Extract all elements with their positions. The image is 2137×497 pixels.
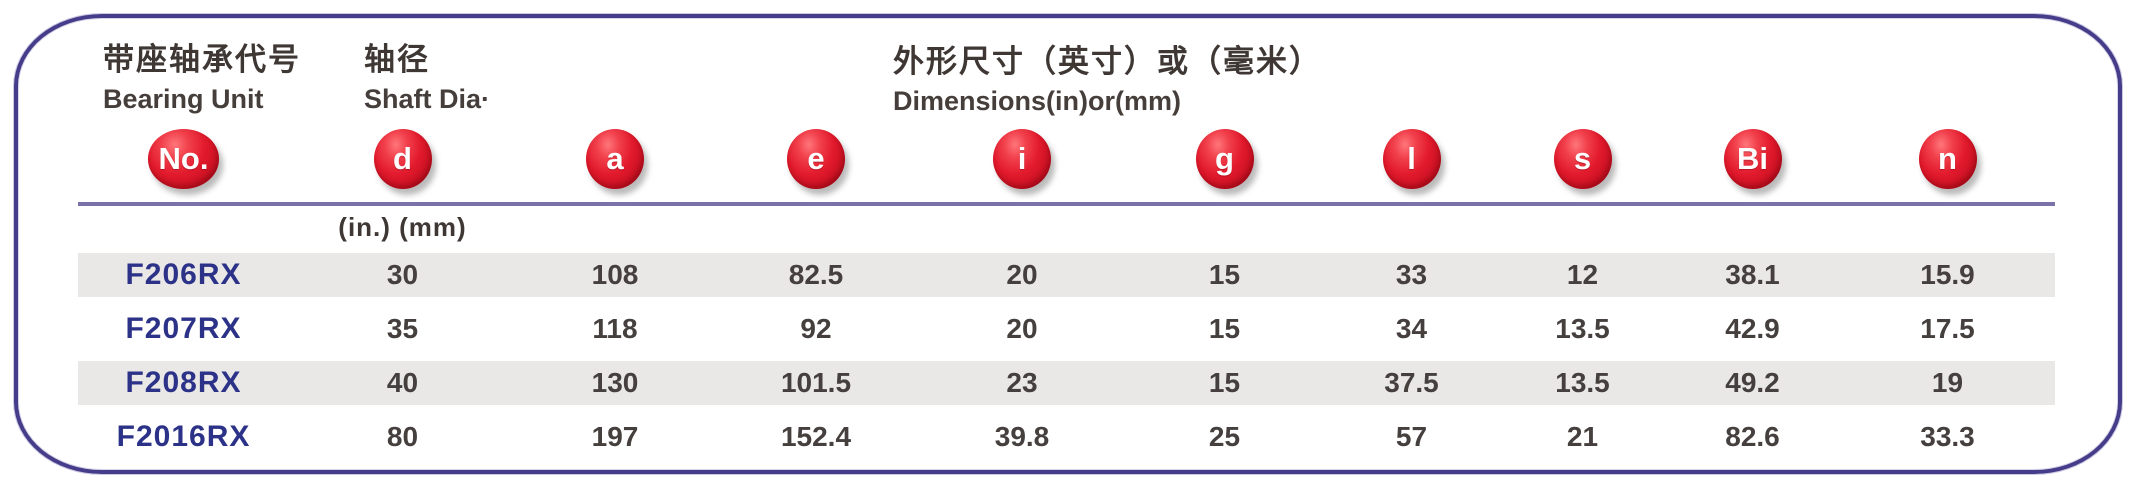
units-label: (in.) (mm) xyxy=(338,211,467,242)
cell-e: 152.4 xyxy=(780,421,852,452)
cell-i: 39.8 xyxy=(994,421,1050,452)
column-badge-n: n xyxy=(1918,129,1977,189)
header-dimensions: 外形尺寸（英寸）或（毫米） Dimensions(in)or(mm) xyxy=(893,36,1322,117)
bearing-no: F2016RX xyxy=(116,420,251,453)
column-badge-row: No. d a e i g l s Bi n xyxy=(78,116,2055,206)
cell-n: 15.9 xyxy=(1840,248,2055,302)
cell-i: 20 xyxy=(918,248,1126,302)
cell-e: 82.5 xyxy=(714,248,918,302)
column-badge-g: g xyxy=(1195,129,1254,189)
column-badge-l: l xyxy=(1382,129,1441,189)
column-badge-a: a xyxy=(586,129,644,189)
bearing-no: F207RX xyxy=(125,312,242,345)
cell-l: 57 xyxy=(1395,421,1428,452)
bearing-no: F206RX xyxy=(78,248,289,302)
bearing-no: F208RX xyxy=(78,356,289,410)
cell-a: 118 xyxy=(592,313,638,344)
cell-s: 21 xyxy=(1566,421,1599,452)
cell-a: 197 xyxy=(591,421,639,452)
cell-d: 35 xyxy=(386,313,419,344)
table-row-f206rx: F206RX 30 108 82.5 20 15 33 12 38.1 15.9 xyxy=(78,248,2055,302)
cell-d: 80 xyxy=(386,421,419,452)
column-badge-e: e xyxy=(787,129,845,189)
cell-g: 25 xyxy=(1208,421,1241,452)
column-badge-d: d xyxy=(373,129,432,189)
dimensions-table: No. d a e i g l s Bi n (in.) (mm) xyxy=(78,116,2055,464)
cell-s: 13.5 xyxy=(1500,356,1665,410)
cell-g: 15 xyxy=(1126,248,1323,302)
cell-bi: 82.6 xyxy=(1725,421,1780,452)
cell-bi: 38.1 xyxy=(1665,248,1840,302)
header-shaft-dia-cn: 轴径 xyxy=(364,42,430,77)
header-shaft-dia: 轴径 Shaft Dia· xyxy=(364,34,490,115)
header-bearing-unit-en: Bearing Unit xyxy=(103,84,264,114)
cell-e: 92 xyxy=(800,313,832,344)
cell-l: 33 xyxy=(1323,248,1500,302)
cell-a: 130 xyxy=(516,356,714,410)
cell-e: 101.5 xyxy=(714,356,918,410)
cell-s: 13.5 xyxy=(1555,313,1610,344)
cell-s: 12 xyxy=(1500,248,1665,302)
cell-d: 40 xyxy=(289,356,516,410)
header-bearing-unit-cn: 带座轴承代号 xyxy=(103,42,301,77)
cell-l: 37.5 xyxy=(1323,356,1500,410)
column-badge-bi: Bi xyxy=(1723,129,1782,189)
cell-bi: 49.2 xyxy=(1665,356,1840,410)
table-row-f207rx: F207RX 35 118 92 20 15 34 13.5 42.9 17.5 xyxy=(78,302,2055,356)
cell-g: 15 xyxy=(1126,356,1323,410)
cell-n: 17.5 xyxy=(1920,313,1975,344)
cell-n: 19 xyxy=(1840,356,2055,410)
cell-d: 30 xyxy=(289,248,516,302)
column-badge-s: s xyxy=(1553,129,1612,189)
cell-n: 33.3 xyxy=(1920,421,1975,452)
cell-g: 15 xyxy=(1208,313,1241,344)
cell-a: 108 xyxy=(516,248,714,302)
cell-bi: 42.9 xyxy=(1725,313,1780,344)
column-badge-no: No. xyxy=(147,129,220,189)
table-row-f208rx: F208RX 40 130 101.5 23 15 37.5 13.5 49.2… xyxy=(78,356,2055,410)
units-subheader-row: (in.) (mm) xyxy=(78,204,2055,248)
cell-i: 20 xyxy=(1006,313,1038,344)
cell-l: 34 xyxy=(1395,313,1428,344)
header-dimensions-en: Dimensions(in)or(mm) xyxy=(893,86,1182,116)
table-row-f2016rx: F2016RX 80 197 152.4 39.8 25 57 21 82.6 … xyxy=(78,410,2055,464)
cell-i: 23 xyxy=(918,356,1126,410)
header-bearing-unit: 带座轴承代号 Bearing Unit xyxy=(103,34,301,115)
column-badge-i: i xyxy=(993,129,1051,189)
rounded-border-frame xyxy=(14,14,2122,474)
header-shaft-dia-en: Shaft Dia· xyxy=(364,84,491,114)
header-dimensions-cn: 外形尺寸（英寸）或（毫米） xyxy=(893,44,1322,79)
